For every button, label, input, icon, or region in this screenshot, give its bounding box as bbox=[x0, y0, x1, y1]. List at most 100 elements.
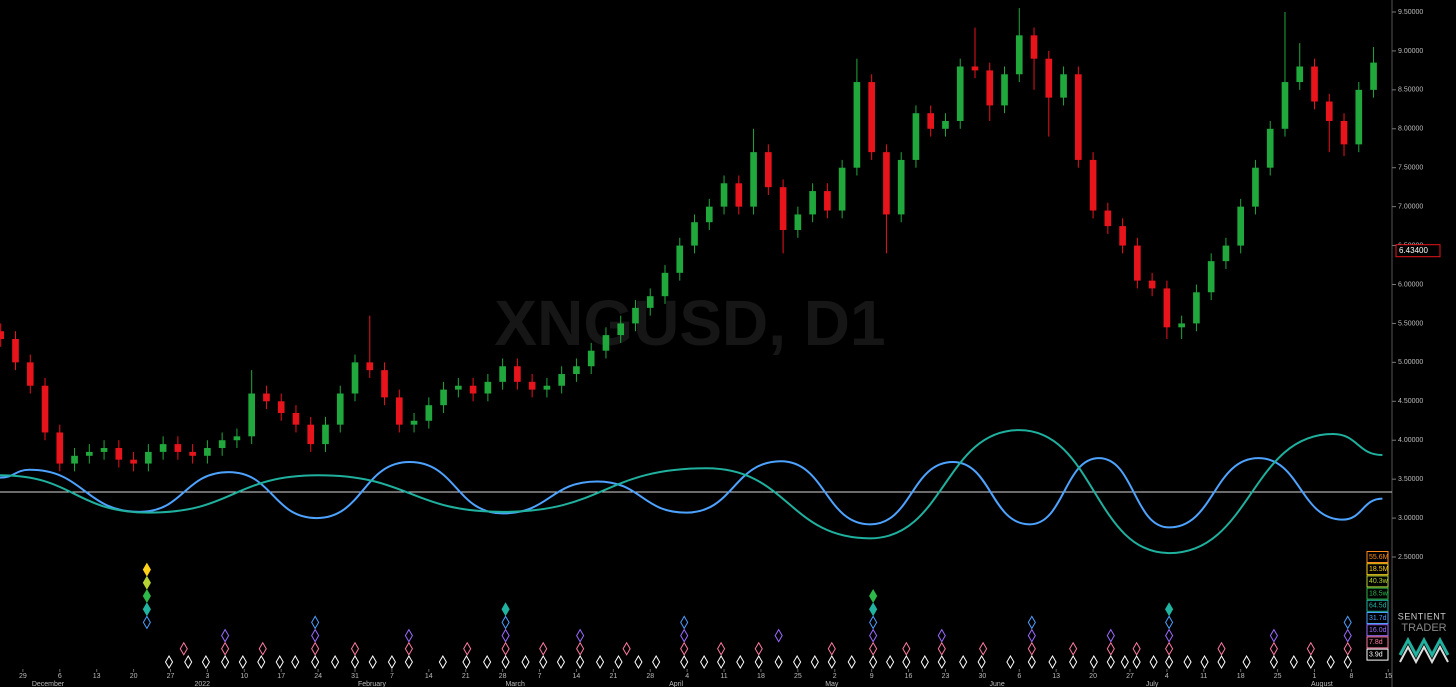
candle-body bbox=[1178, 323, 1185, 328]
candle-body bbox=[986, 70, 994, 106]
cycle-marker bbox=[774, 628, 783, 643]
cycle-marker bbox=[1165, 641, 1174, 656]
y-tick-label: 8.50000 bbox=[1398, 87, 1423, 94]
cycle-marker bbox=[368, 655, 377, 669]
month-label: August bbox=[1311, 681, 1333, 687]
y-tick-label: 5.00000 bbox=[1398, 359, 1423, 366]
legend-box bbox=[1366, 551, 1389, 563]
x-tick-label: 13 bbox=[1052, 673, 1060, 680]
cycle-marker bbox=[1027, 655, 1036, 669]
cycle-marker bbox=[902, 641, 911, 656]
x-tick-label: 9 bbox=[870, 673, 874, 680]
candle-body bbox=[528, 381, 536, 390]
x-tick-label: 27 bbox=[167, 673, 175, 680]
cycle-marker bbox=[350, 655, 360, 669]
cycle-marker bbox=[1183, 655, 1192, 669]
candle-body bbox=[85, 451, 93, 456]
candle-body bbox=[233, 436, 241, 441]
candle-body bbox=[1281, 82, 1289, 129]
x-tick-label: 15 bbox=[1384, 673, 1392, 680]
cycle-marker bbox=[521, 655, 530, 669]
legend-label: 16.0d bbox=[1369, 627, 1387, 634]
cycle-wave bbox=[0, 457, 1383, 529]
x-tick-label: 31 bbox=[351, 673, 359, 680]
cycle-marker bbox=[937, 655, 946, 669]
candle-body bbox=[794, 214, 802, 231]
cycle-marker bbox=[556, 655, 566, 669]
candle-body bbox=[204, 448, 211, 456]
cycle-marker bbox=[1269, 641, 1278, 656]
candle-body bbox=[1325, 101, 1333, 121]
cycle-wave bbox=[0, 429, 1383, 555]
cycle-marker bbox=[501, 655, 510, 669]
candle-body bbox=[602, 335, 610, 351]
candle-body bbox=[1311, 66, 1318, 102]
cycle-marker bbox=[1006, 655, 1015, 669]
cycle-marker bbox=[614, 655, 623, 669]
candle-body bbox=[1340, 120, 1348, 145]
candle-body bbox=[410, 420, 418, 425]
y-tick-label: 3.50000 bbox=[1398, 476, 1423, 483]
candle-body bbox=[351, 362, 359, 394]
candles bbox=[0, 8, 1377, 472]
x-tick-label: 25 bbox=[794, 673, 802, 680]
cycle-marker bbox=[1200, 655, 1209, 669]
cycle-marker bbox=[793, 655, 802, 669]
month-label: April bbox=[669, 681, 683, 687]
cycle-marker bbox=[387, 655, 396, 669]
cycle-marker bbox=[221, 655, 230, 669]
cycle-marker bbox=[1306, 641, 1315, 656]
candle-body bbox=[1074, 74, 1082, 160]
candle-body bbox=[130, 459, 137, 464]
candle-body bbox=[514, 366, 521, 382]
cycle-marker bbox=[1326, 655, 1335, 669]
brand-icon bbox=[1398, 636, 1450, 659]
candle-body bbox=[469, 385, 477, 394]
candle-body bbox=[573, 366, 580, 375]
cycle-marker bbox=[1165, 655, 1174, 669]
x-tick-label: 16 bbox=[905, 673, 913, 680]
cycle-marker bbox=[680, 655, 689, 669]
cycle-marker bbox=[680, 615, 689, 630]
cycle-marker bbox=[652, 655, 661, 669]
cycle-marker bbox=[142, 589, 151, 603]
y-tick-label: 9.50000 bbox=[1398, 9, 1423, 16]
cycle-marker bbox=[238, 655, 247, 669]
cycle-marker bbox=[1217, 641, 1226, 656]
candle-body bbox=[0, 331, 5, 340]
candle-body bbox=[912, 113, 920, 160]
y-tick-label: 7.00000 bbox=[1398, 203, 1423, 210]
legend-label: 40.3w bbox=[1369, 578, 1389, 585]
cycle-marker bbox=[311, 615, 320, 630]
candle-body bbox=[174, 444, 182, 452]
legend-box bbox=[1366, 563, 1389, 576]
cycle-marker bbox=[1069, 655, 1078, 669]
cycle-marker bbox=[201, 655, 211, 669]
candle-body bbox=[1252, 167, 1259, 207]
candle-body bbox=[248, 393, 256, 437]
cycle-marker bbox=[539, 641, 548, 656]
cycle-marker bbox=[1289, 655, 1298, 669]
y-tick-label: 7.50000 bbox=[1398, 165, 1423, 172]
candle-body bbox=[853, 82, 861, 168]
candle-body bbox=[263, 393, 270, 402]
candle-body bbox=[218, 440, 226, 449]
candle-body bbox=[381, 370, 388, 398]
candle-body bbox=[824, 191, 831, 211]
cycle-marker bbox=[680, 628, 689, 643]
cycle-marker bbox=[1306, 655, 1315, 669]
candle-body bbox=[720, 183, 728, 207]
cycle-marker bbox=[869, 641, 878, 656]
candle-body bbox=[115, 448, 123, 460]
y-tick-label: 4.50000 bbox=[1398, 398, 1423, 405]
candle-body bbox=[499, 366, 506, 382]
cycle-marker bbox=[1269, 655, 1278, 669]
cycle-marker bbox=[501, 602, 510, 617]
candle-body bbox=[838, 167, 846, 211]
cycle-marker bbox=[164, 655, 174, 669]
cycle-marker bbox=[501, 628, 510, 643]
cycle-marker bbox=[622, 641, 631, 656]
candle-body bbox=[26, 362, 34, 386]
y-tick-label: 5.50000 bbox=[1398, 320, 1423, 327]
